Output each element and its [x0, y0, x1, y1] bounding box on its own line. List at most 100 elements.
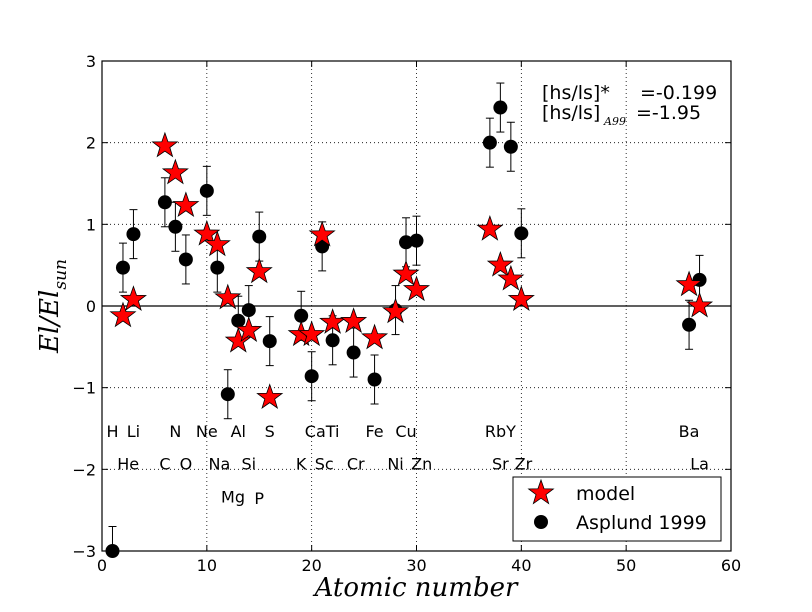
y-tick-label: −3 — [72, 542, 96, 561]
data-point-model — [161, 158, 189, 185]
element-label: He — [117, 455, 139, 474]
data-point-model — [193, 219, 221, 246]
element-label: Cu — [395, 422, 416, 441]
data-point-model — [361, 323, 389, 350]
element-labels: H Li N Ne Al S CaTi Fe Cu RbY Ba He C O Na Si K Sc Cr Ni Zn S… — [106, 422, 708, 508]
data-point-model — [402, 275, 431, 302]
y-tick-label: 3 — [86, 52, 96, 71]
element-label: O — [180, 455, 193, 474]
data-point-model — [497, 264, 525, 291]
element-label: Zn — [411, 455, 432, 474]
data-point-model — [151, 131, 179, 158]
data-point-model — [675, 270, 703, 297]
data-point-asplund — [157, 195, 172, 210]
series-model — [109, 131, 714, 409]
element-label: Sc — [315, 455, 334, 474]
data-point-asplund — [241, 303, 256, 318]
x-tick-label: 0 — [97, 556, 107, 575]
element-label: Al — [231, 422, 246, 441]
x-tick-label: 50 — [616, 556, 636, 575]
data-point-asplund — [304, 369, 319, 384]
legend-star-icon — [527, 478, 555, 505]
y-axis-label: El/Elsun — [35, 259, 71, 354]
data-point-asplund — [682, 317, 697, 332]
element-label: Ba — [679, 422, 700, 441]
y-tick-label: 0 — [86, 297, 96, 316]
annotation-hsls-a99-value: =-1.95 — [636, 102, 701, 124]
legend-label-asplund: Asplund 1999 — [576, 512, 707, 534]
data-point-model — [308, 220, 336, 247]
x-tick-label: 20 — [301, 556, 321, 575]
element-label: K — [296, 455, 307, 474]
annotation-hsls-a99-subscript: A99 — [603, 115, 626, 128]
data-point-model — [245, 257, 273, 284]
x-tick-label: 40 — [511, 556, 531, 575]
element-label: Fe — [365, 422, 383, 441]
data-point-model — [392, 259, 420, 286]
y-axis-label-main: El/El — [35, 290, 65, 354]
annotation-hsls-a99-label: [hs/ls] — [542, 102, 600, 124]
data-point-model — [256, 383, 284, 409]
element-label: N — [169, 422, 181, 441]
element-label: S — [265, 422, 275, 441]
data-point-asplund — [482, 135, 497, 150]
element-label: Si — [241, 455, 256, 474]
y-tick-label: −2 — [72, 460, 96, 479]
x-ticks: 0 10 20 30 40 50 60 — [97, 61, 741, 575]
data-point-asplund — [199, 183, 214, 198]
element-label: RbY — [485, 422, 516, 441]
data-point-asplund — [178, 252, 193, 267]
element-label: Sr — [492, 455, 509, 474]
legend-label-model: model — [576, 483, 635, 505]
element-label: La — [690, 455, 709, 474]
y-tick-label: 1 — [86, 215, 96, 234]
element-label: Ni — [387, 455, 403, 474]
element-label: Ne — [196, 422, 218, 441]
data-point-asplund — [262, 334, 277, 349]
data-point-asplund — [409, 233, 424, 248]
legend-circle-icon — [534, 515, 548, 529]
data-point-asplund — [493, 100, 508, 115]
element-label: Li — [127, 422, 140, 441]
data-point-asplund — [168, 219, 183, 234]
annotation-hsls-star-value: =-0.199 — [640, 82, 717, 104]
y-tick-label: −1 — [72, 379, 96, 398]
data-point-model — [214, 283, 242, 310]
data-point-model — [109, 301, 137, 328]
data-point-asplund — [220, 387, 235, 402]
data-point-asplund — [115, 260, 130, 275]
legend: model Asplund 1999 — [512, 476, 722, 542]
data-point-asplund — [231, 313, 246, 328]
data-point-model — [119, 285, 147, 311]
element-label: Cr — [347, 455, 365, 474]
data-point-model — [486, 250, 514, 277]
data-point-asplund — [325, 333, 340, 348]
data-point-model — [298, 320, 326, 347]
element-label: Mg — [221, 487, 245, 506]
data-point-asplund — [367, 372, 382, 387]
data-point-asplund — [399, 235, 414, 250]
plot-frame — [101, 60, 732, 552]
annotation-hsls-star-label: [hs/ls]* — [542, 82, 610, 104]
element-label: P — [254, 489, 264, 508]
data-point-model — [382, 297, 410, 324]
element-label: H — [106, 422, 118, 441]
data-point-model — [172, 191, 200, 218]
x-tick-label: 30 — [406, 556, 426, 575]
data-point-asplund — [503, 139, 518, 154]
legend-box — [512, 476, 722, 542]
data-point-model — [476, 215, 504, 241]
data-point-asplund — [514, 226, 529, 241]
element-label: C — [159, 455, 170, 474]
x-tick-label: 10 — [197, 556, 217, 575]
data-point-model — [203, 230, 231, 257]
element-label: Na — [209, 455, 231, 474]
data-point-asplund — [126, 227, 141, 242]
data-point-model — [235, 316, 263, 343]
data-point-model — [686, 291, 714, 318]
data-point-asplund — [252, 229, 267, 244]
y-tick-label: 2 — [86, 134, 96, 153]
data-point-model — [507, 285, 535, 311]
y-axis-label-subscript: sun — [51, 259, 71, 290]
